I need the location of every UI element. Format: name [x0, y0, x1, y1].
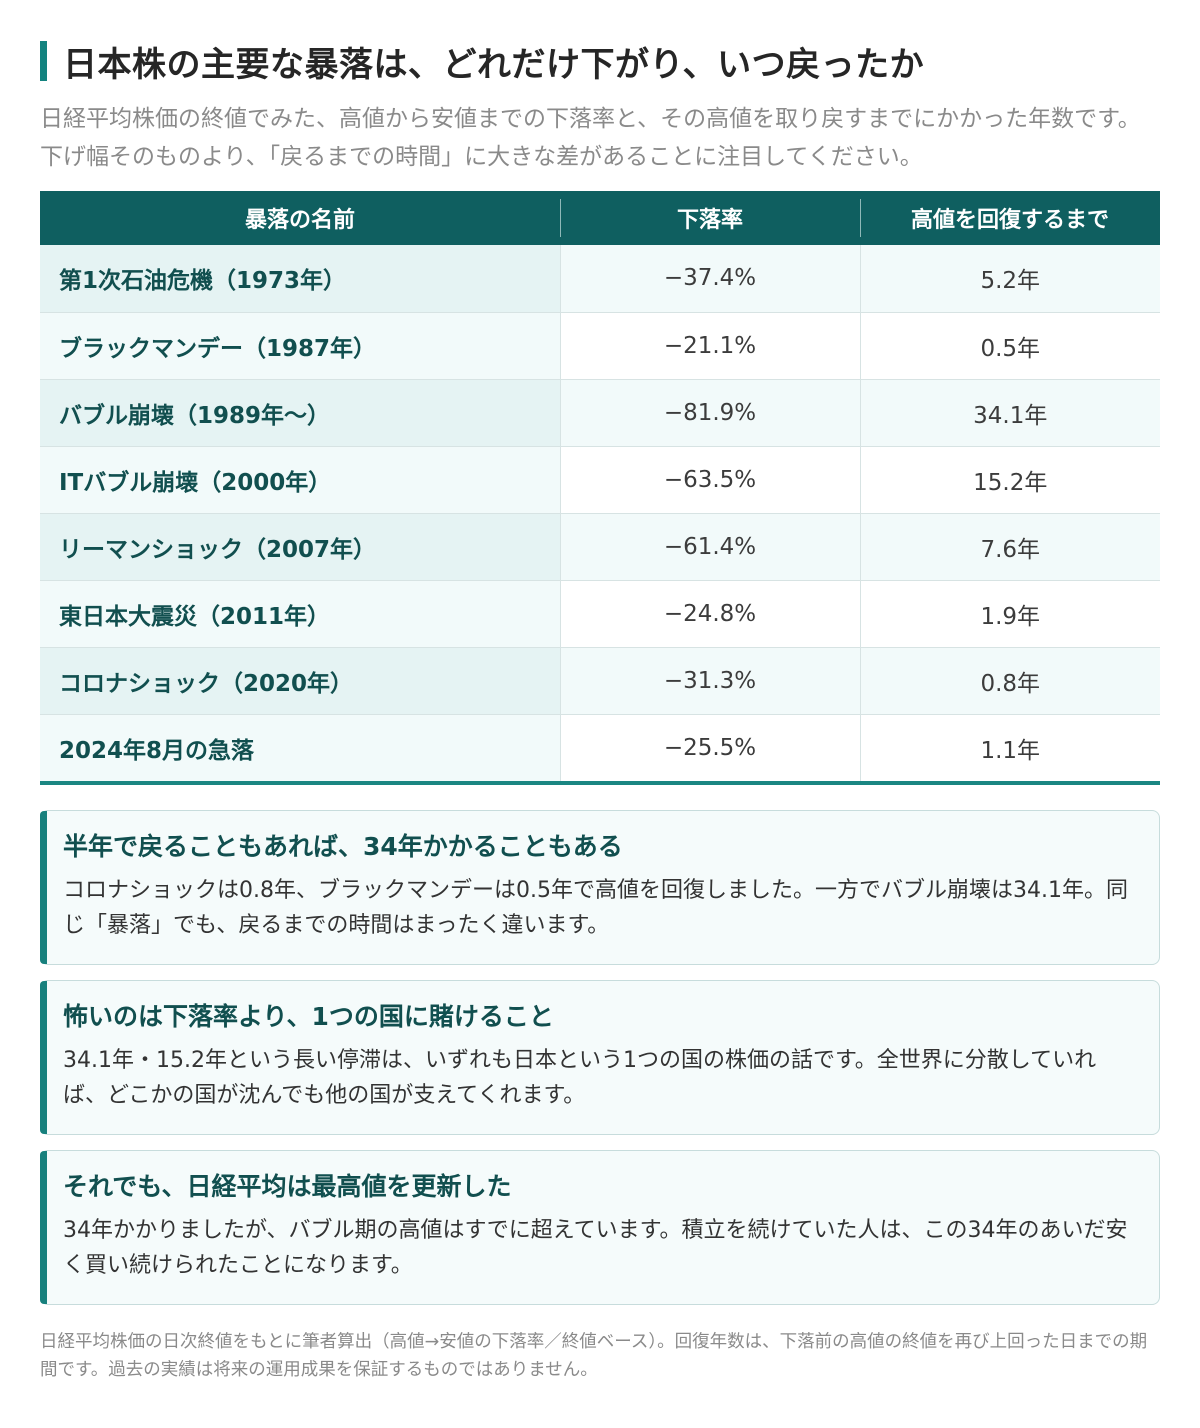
crash-table: 暴落の名前 下落率 高値を回復するまで 第1次石油危機（1973年） −37.4…	[40, 191, 1160, 781]
crash-name: ブラックマンデー（1987年）	[40, 312, 560, 380]
table-row: リーマンショック（2007年） −61.4% 7.6年	[40, 513, 1160, 581]
crash-name: ITバブル崩壊（2000年）	[40, 446, 560, 514]
title-accent-bar	[40, 41, 47, 81]
table-header-row: 暴落の名前 下落率 高値を回復するまで	[40, 191, 1160, 245]
header-recovery-time: 高値を回復するまで	[860, 191, 1160, 245]
crash-name: バブル崩壊（1989年〜）	[40, 379, 560, 447]
crash-name: 東日本大震災（2011年）	[40, 580, 560, 648]
header-crash-name: 暴落の名前	[40, 191, 560, 245]
drop-rate: −21.1%	[559, 312, 860, 380]
page-subtitle: 日経平均株価の終値でみた、高値から安値までの下落率と、その高値を取り戻すまでにか…	[40, 106, 1141, 170]
crash-name: 第1次石油危機（1973年）	[40, 245, 560, 313]
card-body: 34.1年・15.2年という長い停滞は、いずれも日本という1つの国の株価の話です…	[63, 1048, 1097, 1108]
drop-rate: −81.9%	[559, 379, 860, 447]
title-row: 日本株の主要な暴落は、どれだけ下がり、いつ戻ったか	[40, 36, 924, 86]
footnote: 日経平均株価の日次終値をもとに筆者算出（高値→安値の下落率／終値ベース）。回復年…	[40, 1332, 1148, 1380]
recovery-time: 15.2年	[859, 446, 1160, 514]
table-row: ブラックマンデー（1987年） −21.1% 0.5年	[40, 312, 1160, 380]
page-title: 日本株の主要な暴落は、どれだけ下がり、いつ戻ったか	[63, 44, 925, 85]
card-body: 34年かかりましたが、バブル期の高値はすでに超えています。積立を続けていた人は、…	[63, 1218, 1128, 1278]
table-row: バブル崩壊（1989年〜） −81.9% 34.1年	[40, 379, 1160, 447]
recovery-time: 7.6年	[859, 513, 1160, 581]
drop-rate: −61.4%	[559, 513, 860, 581]
recovery-time: 0.5年	[859, 312, 1160, 380]
card-title: 怖いのは下落率より、1つの国に賭けること	[63, 1002, 554, 1031]
recovery-time: 1.1年	[859, 714, 1160, 781]
drop-rate: −37.4%	[559, 245, 860, 313]
crash-name: リーマンショック（2007年）	[40, 513, 560, 581]
table-row: 東日本大震災（2011年） −24.8% 1.9年	[40, 580, 1160, 648]
drop-rate: −25.5%	[559, 714, 860, 781]
drop-rate: −31.3%	[559, 647, 860, 715]
insight-card-recovery-time: 半年で戻ることもあれば、34年かかることもある コロナショックは0.8年、ブラッ…	[40, 810, 1160, 965]
table-row: ITバブル崩壊（2000年） −63.5% 15.2年	[40, 446, 1160, 514]
crash-name: 2024年8月の急落	[40, 714, 560, 781]
table-row: 第1次石油危機（1973年） −37.4% 5.2年	[40, 245, 1160, 313]
card-title: 半年で戻ることもあれば、34年かかることもある	[63, 832, 623, 861]
recovery-time: 0.8年	[859, 647, 1160, 715]
card-title: それでも、日経平均は最高値を更新した	[63, 1172, 512, 1201]
recovery-time: 1.9年	[859, 580, 1160, 648]
crash-table-wrapper: 暴落の名前 下落率 高値を回復するまで 第1次石油危機（1973年） −37.4…	[40, 191, 1160, 785]
table-row: 2024年8月の急落 −25.5% 1.1年	[40, 714, 1160, 781]
recovery-time: 34.1年	[859, 379, 1160, 447]
table-row: コロナショック（2020年） −31.3% 0.8年	[40, 647, 1160, 715]
header-drop-rate: 下落率	[560, 191, 860, 245]
crash-name: コロナショック（2020年）	[40, 647, 560, 715]
table-bottom-rule	[40, 781, 1160, 785]
insight-card-new-high: それでも、日経平均は最高値を更新した 34年かかりましたが、バブル期の高値はすで…	[40, 1150, 1160, 1305]
card-body: コロナショックは0.8年、ブラックマンデーは0.5年で高値を回復しました。一方で…	[63, 878, 1128, 938]
drop-rate: −24.8%	[559, 580, 860, 648]
recovery-time: 5.2年	[859, 245, 1160, 313]
drop-rate: −63.5%	[559, 446, 860, 514]
insight-card-concentration-risk: 怖いのは下落率より、1つの国に賭けること 34.1年・15.2年という長い停滞は…	[40, 980, 1160, 1135]
